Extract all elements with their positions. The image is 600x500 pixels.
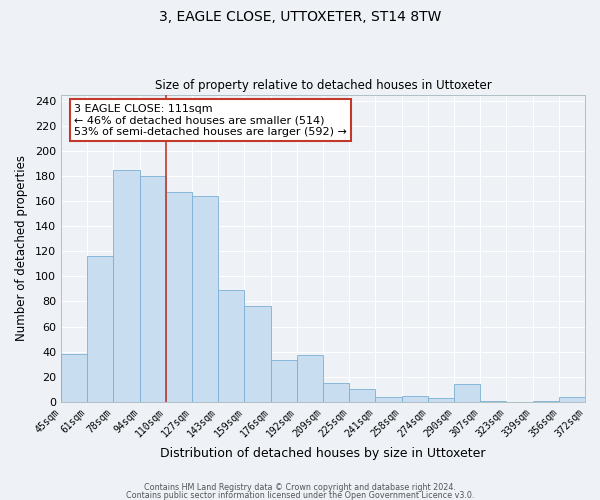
Text: Contains public sector information licensed under the Open Government Licence v3: Contains public sector information licen… <box>126 490 474 500</box>
Bar <box>349 390 376 402</box>
Bar <box>87 256 113 402</box>
Bar <box>218 290 244 402</box>
Bar <box>192 196 218 402</box>
Bar <box>454 384 480 402</box>
Bar <box>401 396 428 402</box>
Bar <box>559 397 585 402</box>
Bar <box>297 356 323 402</box>
Text: 3 EAGLE CLOSE: 111sqm
← 46% of detached houses are smaller (514)
53% of semi-det: 3 EAGLE CLOSE: 111sqm ← 46% of detached … <box>74 104 347 137</box>
Bar <box>271 360 297 402</box>
Bar <box>428 398 454 402</box>
Bar <box>113 170 140 402</box>
Title: Size of property relative to detached houses in Uttoxeter: Size of property relative to detached ho… <box>155 79 491 92</box>
Text: Contains HM Land Registry data © Crown copyright and database right 2024.: Contains HM Land Registry data © Crown c… <box>144 484 456 492</box>
X-axis label: Distribution of detached houses by size in Uttoxeter: Distribution of detached houses by size … <box>160 447 486 460</box>
Text: 3, EAGLE CLOSE, UTTOXETER, ST14 8TW: 3, EAGLE CLOSE, UTTOXETER, ST14 8TW <box>159 10 441 24</box>
Bar <box>480 400 506 402</box>
Y-axis label: Number of detached properties: Number of detached properties <box>15 155 28 341</box>
Bar <box>376 397 401 402</box>
Bar <box>140 176 166 402</box>
Bar <box>323 383 349 402</box>
Bar <box>533 400 559 402</box>
Bar <box>166 192 192 402</box>
Bar <box>61 354 87 402</box>
Bar <box>244 306 271 402</box>
